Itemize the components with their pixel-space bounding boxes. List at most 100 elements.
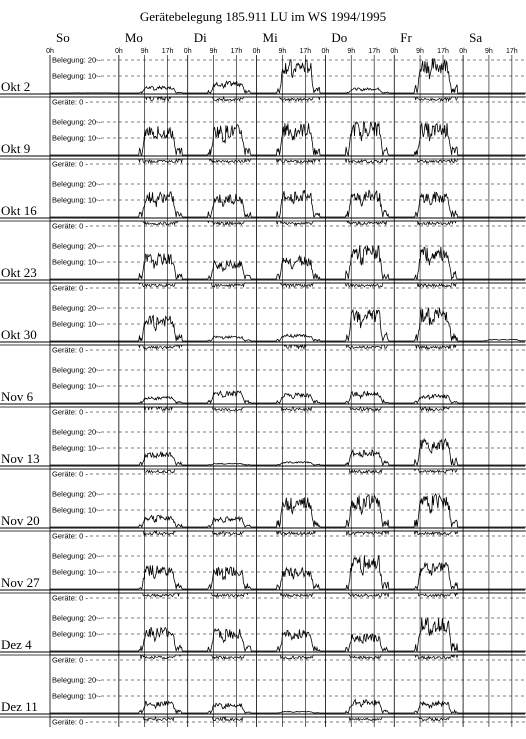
hour-tick-label: 17h (162, 48, 174, 55)
belegung-trace (325, 698, 395, 715)
belegung-trace (256, 461, 326, 466)
belegung-label: Belegung: 10 - (52, 72, 101, 81)
week-panel: Belegung: 20 - Belegung: 10 - Geräte: 0 - N… (0, 366, 526, 417)
week-label: Okt 2 (1, 79, 30, 94)
belegung-label: Belegung: 20 - (52, 676, 101, 685)
belegung-trace (118, 395, 188, 404)
belegung-label: Belegung: 20 - (52, 366, 101, 375)
week-panels: Belegung: 20 - Belegung: 10 - Geräte: 0 - O… (0, 56, 526, 727)
geraete-label: Geräte: 0 - (52, 656, 88, 665)
geraete-trace (187, 592, 257, 598)
belegung-label: Belegung: 20 - (52, 242, 101, 251)
belegung-trace (325, 120, 395, 157)
belegung-trace (325, 390, 395, 405)
belegung-trace (256, 566, 326, 591)
belegung-trace (394, 58, 464, 94)
geraete-trace (256, 406, 326, 413)
geraete-trace (325, 406, 395, 412)
geraete-trace (118, 654, 188, 660)
geraete-trace (394, 716, 464, 722)
belegung-trace (187, 702, 257, 714)
geraete-trace (118, 715, 188, 722)
belegung-trace (187, 628, 257, 653)
day-label: Mi (263, 30, 279, 45)
geraete-trace (118, 157, 188, 165)
belegung-trace (325, 448, 395, 467)
geraete-trace (118, 344, 188, 351)
belegung-label: Belegung: 10 - (52, 196, 101, 205)
belegung-trace (118, 700, 188, 715)
day-label: Mo (125, 30, 143, 45)
geraete-trace (325, 592, 395, 598)
geraete-trace (394, 96, 464, 103)
geraete-trace (325, 716, 395, 722)
geraete-label: Geräte: 0 - (52, 470, 88, 479)
week-panel: Belegung: 20 - Belegung: 10 - Geräte: 0 - O… (0, 56, 526, 107)
belegung-trace (256, 333, 326, 342)
belegung-trace (187, 80, 257, 95)
geraete-trace (187, 220, 257, 226)
hour-tick-label: 9h (210, 48, 218, 55)
chart-title: Gerätebelegung 185.911 LU im WS 1994/199… (140, 9, 386, 24)
week-label: Okt 9 (1, 141, 30, 156)
hour-tick-label: 0h (322, 48, 330, 55)
belegung-trace (118, 514, 188, 528)
belegung-trace (394, 437, 464, 466)
belegung-trace (394, 122, 464, 156)
hour-tick-label: 9h (485, 48, 493, 55)
day-label: Do (331, 30, 347, 45)
hour-tick-label: 0h (46, 48, 54, 55)
geraete-trace (118, 95, 188, 103)
hour-tick-label: 17h (437, 48, 449, 55)
geraete-trace (325, 468, 395, 474)
week-label: Nov 6 (1, 389, 34, 404)
belegung-trace (187, 259, 257, 281)
hour-tick-label: 17h (368, 48, 380, 55)
geraete-trace (187, 282, 257, 288)
week-panel: Belegung: 20 - Belegung: 10 - Geräte: 0 - O… (0, 304, 526, 355)
hour-tick-label: 0h (184, 48, 192, 55)
geraete-label: Geräte: 0 - (52, 718, 88, 727)
geraete-trace (256, 654, 326, 660)
belegung-trace (394, 699, 464, 714)
week-label: Nov 27 (1, 575, 40, 590)
belegung-label: Belegung: 10 - (52, 630, 101, 639)
week-panel: Belegung: 20 - Belegung: 10 - Geräte: 0 - N… (0, 428, 526, 479)
geraete-trace (394, 282, 464, 288)
week-label: Okt 23 (1, 265, 37, 280)
hour-tick-label: 0h (390, 48, 398, 55)
week-panel: Belegung: 20 - Belegung: 10 - Geräte: 0 - N… (0, 490, 526, 541)
belegung-trace (187, 124, 257, 157)
belegung-trace (325, 633, 395, 652)
belegung-trace (256, 392, 326, 405)
belegung-trace (187, 193, 257, 218)
belegung-trace (325, 493, 395, 528)
belegung-trace (463, 338, 526, 342)
belegung-label: Belegung: 20 - (52, 118, 101, 127)
geraete-trace (325, 344, 395, 350)
belegung-trace (325, 308, 395, 342)
belegung-label: Belegung: 10 - (52, 382, 101, 391)
belegung-trace (325, 189, 395, 218)
belegung-trace (256, 629, 326, 653)
day-label: Fr (400, 30, 412, 45)
week-panel: Belegung: 20 - Belegung: 10 - Geräte: 0 - D… (0, 614, 526, 665)
hour-tick-label: 0h (459, 48, 467, 55)
geraete-trace (325, 282, 395, 288)
belegung-label: Belegung: 20 - (52, 304, 101, 313)
geraete-trace (118, 468, 188, 474)
belegung-trace (394, 246, 464, 281)
geraete-trace (394, 405, 464, 412)
geraete-trace (187, 406, 257, 412)
day-label: So (56, 30, 70, 45)
day-labels: So Mo Di Mi Do Fr Sa (56, 30, 482, 45)
week-label: Nov 13 (1, 451, 40, 466)
belegung-trace (394, 617, 464, 652)
belegung-label: Belegung: 10 - (52, 444, 101, 453)
week-panel: Belegung: 20 - Belegung: 10 - Geräte: 0 - D… (0, 676, 526, 727)
belegung-trace (187, 334, 257, 342)
day-label: Di (194, 30, 207, 45)
geraete-trace (325, 654, 395, 660)
belegung-trace (118, 565, 188, 590)
belegung-trace (187, 515, 257, 528)
